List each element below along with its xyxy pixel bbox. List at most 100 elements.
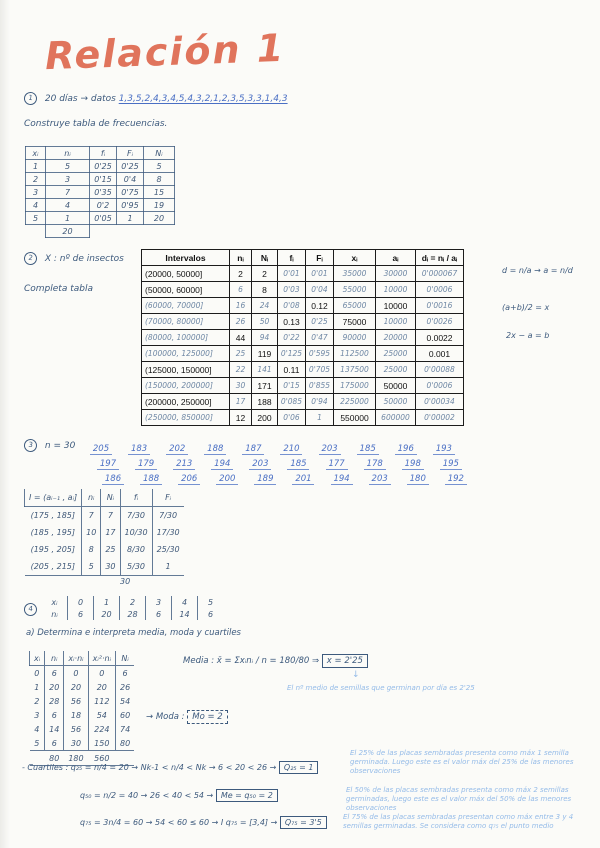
- cell: 0'15: [89, 172, 117, 186]
- value: 210: [280, 444, 303, 455]
- interval-cell: (195 , 205]: [30, 545, 76, 554]
- cell: 0'25: [305, 313, 334, 330]
- ex2-intervals-table: Intervalos nᵢ Nᵢ fᵢ Fᵢ xᵢ aᵢ dᵢ = nᵢ / aᵢ (2000…: [141, 249, 464, 426]
- cell: 112500: [333, 345, 376, 362]
- ex4-totals-row: 80 180 560: [29, 750, 135, 766]
- cell: 4: [171, 596, 198, 608]
- value: 197: [97, 459, 119, 470]
- cell: 0'2: [89, 198, 117, 212]
- cell: 1: [93, 596, 120, 608]
- value: 200: [216, 474, 239, 485]
- table-row: xᵢ 0 1 2 3 4 5: [42, 596, 223, 608]
- cell: 0'4: [116, 172, 144, 186]
- ex3-number-badge: 3: [23, 438, 38, 453]
- cell: 6: [145, 608, 172, 620]
- cell: 0'595: [305, 345, 334, 362]
- interval-cell: (80000, 100000]: [141, 329, 230, 346]
- ex3-data-row: 197 179 213 194 203 185 177 178 198 195: [97, 451, 478, 470]
- column-header: fᵢ: [277, 249, 306, 266]
- cell: 171: [251, 377, 278, 394]
- media-note: El nº medio de semillas que germinan por…: [287, 684, 475, 692]
- cell: 4: [25, 198, 46, 212]
- cell: 175000: [333, 377, 376, 394]
- cell: 44: [229, 329, 252, 346]
- ex1-frequency-table: xᵢ nᵢ fᵢ Fᵢ Nᵢ 1 5 0'25 0'25 5 2 3 0'15 0'4 …: [25, 146, 175, 238]
- column-header: fᵢ: [119, 489, 153, 507]
- cell: 225000: [333, 393, 376, 410]
- value: 177: [325, 459, 348, 470]
- value: 183: [128, 444, 151, 455]
- cell: 0'94: [305, 393, 334, 410]
- cell: 30000: [375, 265, 416, 282]
- cell: 0'15: [277, 377, 306, 394]
- value: 203: [368, 474, 391, 485]
- column-header: Nᵢ: [100, 489, 120, 507]
- ex4-total-xi2ni: 560: [88, 750, 116, 766]
- ex2-table-header-row: Intervalos nᵢ Nᵢ fᵢ Fᵢ xᵢ aᵢ dᵢ = nᵢ / aᵢ: [141, 249, 464, 266]
- column-header: Fᵢ: [151, 489, 184, 507]
- cell: 0: [63, 665, 89, 680]
- table-row: (185 , 195] 10 17 10/30 17/30: [25, 524, 184, 541]
- ex2-task: Completa tabla: [24, 284, 93, 294]
- cell: 0.11: [277, 361, 306, 378]
- interval-cell: (20000, 50000]: [141, 265, 230, 282]
- table-row: 3 6 18 54 60: [30, 708, 135, 722]
- table-row: 1 20 20 20 26: [30, 680, 135, 694]
- cell: 0'01: [277, 265, 306, 282]
- table-row: 3 7 0'35 0'75 15: [25, 185, 175, 199]
- cell: 24: [251, 297, 278, 314]
- cell: 90000: [333, 329, 376, 346]
- cell: 5: [143, 159, 175, 173]
- table-row: (125000, 150000] 22 141 0.11 0'705 13750…: [141, 361, 464, 378]
- column-header: aᵢ: [375, 249, 416, 266]
- value: 202: [166, 444, 189, 455]
- cell: 26: [229, 313, 252, 330]
- interval-cell: (125000, 150000]: [141, 361, 230, 378]
- ex1-number-badge: 1: [23, 91, 38, 106]
- cell: 20: [93, 608, 120, 620]
- column-header: Nᵢ: [115, 651, 135, 666]
- cell: 30: [100, 558, 120, 576]
- table-row: (175 , 185] 7 7 7/30 7/30: [25, 506, 184, 524]
- column-header: xᵢ: [28, 651, 45, 666]
- cell: 112: [87, 694, 116, 708]
- cell: 0'0026: [415, 313, 464, 330]
- table-row: 4 4 0'2 0'95 19: [25, 198, 175, 212]
- cell: 15: [143, 185, 175, 199]
- ex3-data-grid: 205 183 202 188 187 210 203 185 196 193 …: [90, 436, 478, 485]
- value: 206: [178, 474, 201, 485]
- cell: 0'0006: [415, 377, 464, 394]
- cell: 25/30: [151, 541, 184, 558]
- media-formula: Media : x̄ = Σxᵢnᵢ / n = 180/80 ⇒: [183, 656, 320, 666]
- column-header: nᵢ: [45, 146, 90, 160]
- row-label: xᵢ: [51, 597, 58, 607]
- cell: 50: [251, 313, 278, 330]
- cell: 14: [171, 608, 198, 620]
- cell: 0: [34, 668, 40, 678]
- cell: 0'00034: [415, 393, 464, 410]
- cell: 75000: [333, 313, 376, 330]
- cell: 0: [87, 665, 116, 680]
- column-header: I = (aᵢ₋₁ , aᵢ]: [23, 489, 82, 507]
- cell: 18: [63, 708, 89, 722]
- cell: 1: [151, 558, 184, 576]
- ex4-total-ni: 80: [44, 750, 64, 766]
- value: 198: [401, 459, 424, 470]
- interval-cell: (60000, 70000]: [141, 297, 230, 314]
- ex4-mini-table: xᵢ 0 1 2 3 4 5 nᵢ 6 20 28 6 14 6: [42, 596, 223, 620]
- ex3-total: 30: [120, 577, 131, 586]
- ex2-number-badge: 2: [23, 251, 38, 266]
- cell: 6: [67, 608, 94, 620]
- cell: 0.0022: [415, 329, 464, 346]
- cell: 550000: [333, 409, 376, 426]
- value: 188: [204, 444, 227, 455]
- cell: 6: [44, 665, 64, 680]
- value: 192: [444, 474, 467, 485]
- value: 194: [211, 459, 234, 470]
- value: 187: [242, 444, 265, 455]
- cell: 8/30: [119, 541, 153, 558]
- cell: 16: [229, 297, 252, 314]
- value: 194: [330, 474, 353, 485]
- cell: 94: [251, 329, 278, 346]
- table-row: (100000, 125000] 25 119 0'125 0'595 1125…: [141, 345, 464, 362]
